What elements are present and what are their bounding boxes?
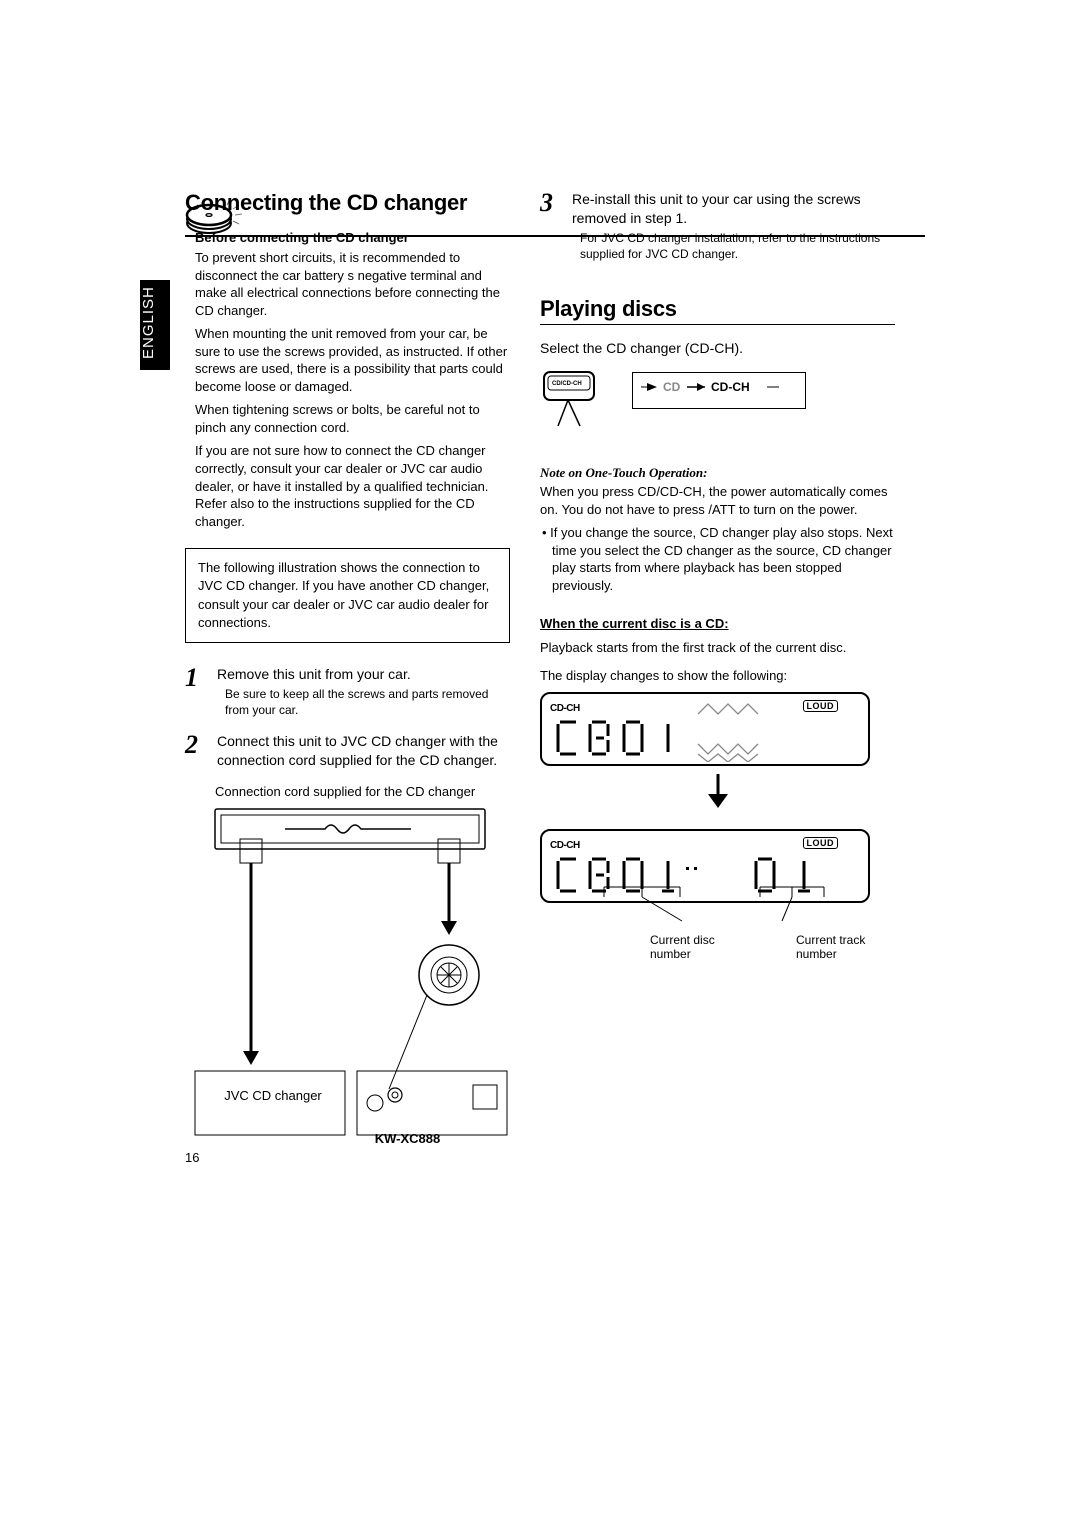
svg-text:CD-CH: CD-CH (711, 380, 750, 394)
cd-cdch-button-icon: CD/CD-CH (540, 370, 612, 439)
caption-cord: Connection cord supplied for the CD chan… (185, 784, 510, 799)
lcd-display-2: CD-CH LOUD (540, 829, 870, 903)
one-touch-bullet: • If you change the source, CD changer p… (540, 524, 895, 594)
connection-diagram: JVC CD changer (185, 805, 510, 1165)
when-cd-p1: Playback starts from the first track of … (540, 639, 895, 657)
body-p4: If you are not sure how to connect the C… (185, 442, 510, 530)
changer-label: JVC CD changer (213, 1088, 333, 1103)
info-box: The following illustration shows the con… (185, 548, 510, 643)
button-flow-row: CD/CD-CH CD CD-CH (540, 370, 895, 439)
arrow-between-lcd (540, 766, 895, 821)
step-num-1: 1 (185, 665, 207, 718)
cd-flow-box: CD CD-CH (632, 372, 806, 409)
svg-text:CD/CD-CH: CD/CD-CH (552, 381, 582, 387)
step3-text: Re-install this unit to your car using t… (572, 191, 861, 226)
when-cd-p2: The display changes to show the followin… (540, 667, 895, 685)
select-text: Select the CD changer (CD-CH). (540, 339, 895, 358)
step2-text: Connect this unit to JVC CD changer with… (217, 733, 498, 768)
step-3: 3 Re-install this unit to your car using… (540, 190, 895, 262)
heading-playing: Playing discs (540, 296, 895, 325)
body-p2: When mounting the unit removed from your… (185, 325, 510, 395)
one-touch-note-title: Note on One-Touch Operation: (540, 465, 895, 481)
before-heading: Before connecting the CD changer (185, 230, 510, 245)
svg-text:CD: CD (663, 380, 681, 394)
step-2: 2 Connect this unit to JVC CD changer wi… (185, 732, 510, 770)
step-1: 1 Remove this unit from your car. Be sur… (185, 665, 510, 718)
body-p3: When tightening screws or bolts, be care… (185, 401, 510, 436)
step1-text: Remove this unit from your car. (217, 666, 411, 682)
lcd-display-1: CD-CH LOUD (540, 692, 870, 766)
one-touch-note-body: When you press CD/CD-CH, the power autom… (540, 483, 895, 518)
heading-connecting: Connecting the CD changer (185, 190, 510, 216)
when-cd-heading: When the current disc is a CD: (540, 616, 895, 631)
body-p1: To prevent short circuits, it is recomme… (185, 249, 510, 319)
step-num-2: 2 (185, 732, 207, 770)
step3-note: For JVC CD changer installation, refer t… (572, 230, 895, 262)
step-num-3: 3 (540, 190, 562, 262)
page-number: 16 (185, 1150, 510, 1165)
step1-note: Be sure to keep all the screws and parts… (217, 686, 510, 718)
